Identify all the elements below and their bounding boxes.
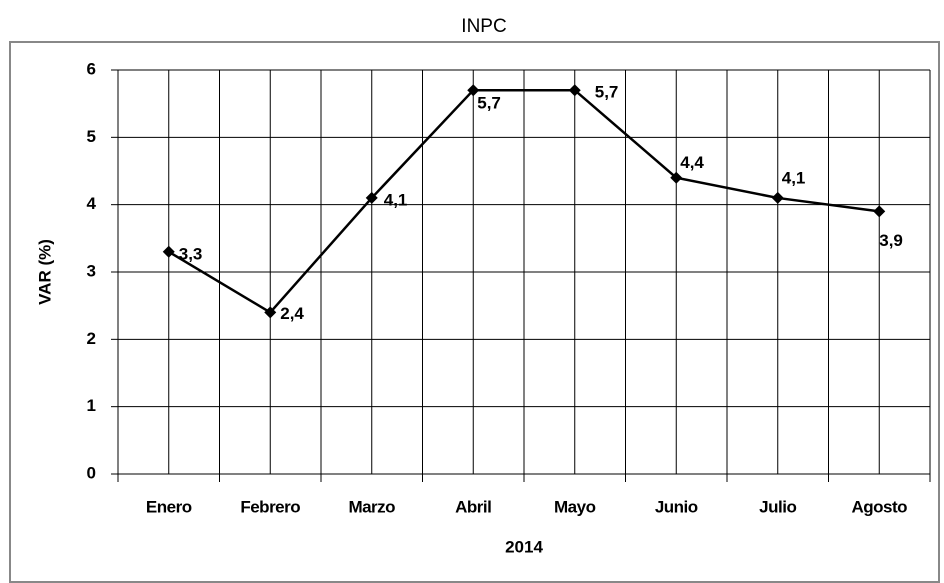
marker <box>771 191 784 204</box>
chart-title: INPC <box>461 16 506 37</box>
data-label: 4,1 <box>384 190 408 209</box>
y-tick-label: 5 <box>87 127 96 146</box>
data-label: 5,7 <box>477 94 501 113</box>
marker <box>568 84 581 97</box>
x-tick-label: Julio <box>759 497 796 516</box>
y-tick-label: 0 <box>87 463 96 482</box>
marker <box>670 171 683 184</box>
x-tick-label: Febrero <box>240 497 300 516</box>
y-tick-label: 6 <box>87 59 96 78</box>
x-tick-label: Enero <box>146 497 192 516</box>
x-tick-label: Agosto <box>851 497 907 516</box>
x-tick-label: Junio <box>655 497 698 516</box>
x-tick-label: Marzo <box>348 497 395 516</box>
data-label: 4,4 <box>680 153 704 172</box>
marker <box>467 84 480 97</box>
x-axis-label: 2014 <box>505 537 543 556</box>
marker <box>264 306 277 319</box>
data-label: 5,7 <box>595 83 619 102</box>
y-tick-label: 2 <box>87 329 96 348</box>
x-tick-label: Abril <box>455 497 491 516</box>
line <box>168 88 880 315</box>
y-axis-label: VAR (%) <box>35 239 54 305</box>
data-label: 2,4 <box>280 304 304 323</box>
y-tick-label: 3 <box>87 261 96 280</box>
chart-frame <box>9 41 940 583</box>
marker <box>365 191 378 204</box>
marker <box>873 205 886 218</box>
marker <box>162 245 175 258</box>
y-tick-label: 1 <box>87 396 96 415</box>
data-label: 4,1 <box>782 168 806 187</box>
x-tick-label: Mayo <box>554 497 596 516</box>
y-tick-label: 4 <box>87 194 97 213</box>
data-label: 3,9 <box>879 231 903 250</box>
data-label: 3,3 <box>179 244 203 263</box>
